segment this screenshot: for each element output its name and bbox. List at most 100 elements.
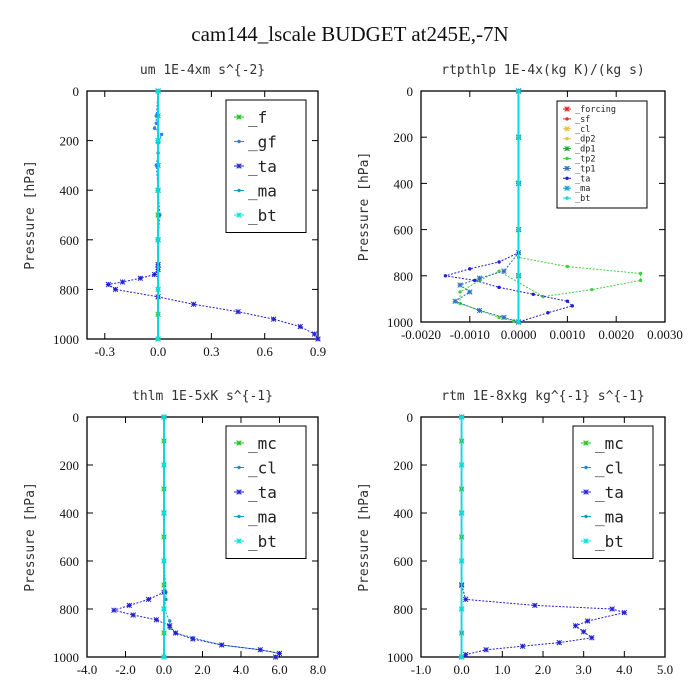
legend-marker xyxy=(236,163,242,169)
y-tick-label: 200 xyxy=(60,458,80,473)
y-tick-label: 400 xyxy=(394,176,414,191)
data-point xyxy=(570,304,574,308)
data-point xyxy=(257,647,264,653)
y-axis-label: Pressure [hPa] xyxy=(357,152,372,262)
data-point xyxy=(155,237,161,243)
y-tick-label: 1000 xyxy=(387,315,413,330)
legend-label: _ta xyxy=(248,157,277,176)
x-tick-label: 0.0 xyxy=(150,344,166,359)
x-tick-label: 2.0 xyxy=(194,662,210,677)
legend: _forcing_sf_cl_dp2_dp1_tp2_tp1_ta_ma_bt xyxy=(556,100,648,209)
data-point xyxy=(556,639,563,646)
x-tick-label: 0.0010 xyxy=(550,327,586,342)
data-point xyxy=(458,462,465,468)
series-bt xyxy=(161,414,167,660)
legend-marker xyxy=(237,188,241,193)
plot-frame xyxy=(420,90,666,323)
data-point xyxy=(190,636,196,642)
data-point xyxy=(126,602,133,609)
data-point xyxy=(572,623,579,629)
legend-marker xyxy=(236,114,242,120)
y-tick-label: 1000 xyxy=(53,332,79,347)
data-point xyxy=(458,290,462,294)
data-point xyxy=(532,602,538,609)
series-bt xyxy=(155,88,161,342)
x-tick-label: -2.0 xyxy=(115,662,136,677)
data-point xyxy=(190,301,197,308)
data-point xyxy=(584,618,591,624)
legend-marker xyxy=(583,489,589,495)
data-point xyxy=(105,281,112,288)
x-tick-label: 0.0 xyxy=(156,662,172,677)
x-tick-label: -4.0 xyxy=(77,662,98,677)
legend-label: _ma xyxy=(248,182,277,201)
y-tick-label: 400 xyxy=(60,506,80,521)
x-tick-label: -0.0010 xyxy=(450,327,490,342)
data-point xyxy=(276,650,283,657)
data-point xyxy=(218,642,225,648)
legend-label: _mc xyxy=(595,434,624,453)
legend: _mc _cl _ta _ma _bt xyxy=(225,425,307,559)
data-point xyxy=(565,264,570,269)
legend-label: _dp2 xyxy=(575,135,595,145)
plot-frame xyxy=(86,90,319,340)
legend-marker xyxy=(237,514,241,519)
legend-marker xyxy=(564,145,570,152)
legend-label: _tp1 xyxy=(575,164,595,174)
data-point xyxy=(155,187,161,193)
data-point xyxy=(546,311,550,315)
y-tick-label: 800 xyxy=(60,282,80,297)
panel-title: um 1E-4xm s^{-2} xyxy=(140,63,265,78)
data-point xyxy=(152,126,157,130)
x-tick-label: 0.0 xyxy=(454,662,470,677)
x-tick-label: 0.6 xyxy=(257,344,274,359)
data-point xyxy=(609,606,615,612)
panel-um: um 1E-4xm s^{-2} Pressure [hPa] 0 200 400 600… xyxy=(23,63,326,359)
legend-label: _mc xyxy=(248,434,277,453)
x-tick-label: -1.0 xyxy=(411,662,432,677)
data-point xyxy=(145,596,152,603)
data-point xyxy=(516,89,521,93)
data-point xyxy=(161,654,167,660)
data-point xyxy=(580,629,587,635)
data-point xyxy=(158,213,162,217)
legend-label: _bt xyxy=(575,194,590,204)
y-tick-label: 200 xyxy=(394,458,414,473)
data-point xyxy=(154,114,158,118)
series-line xyxy=(454,91,520,323)
legend-label: _f xyxy=(248,108,267,127)
panel-rtpthlp: rtpthlp 1E-4x(kg K)/(kg s) Pressure [hPa]… xyxy=(357,63,683,342)
legend-label: _tp2 xyxy=(575,155,595,165)
data-point xyxy=(483,647,489,653)
y-tick-label: 200 xyxy=(60,134,80,149)
data-point xyxy=(137,275,144,281)
data-point xyxy=(516,181,521,186)
data-point xyxy=(164,597,168,602)
legend-label: _ma xyxy=(248,508,277,527)
data-point xyxy=(130,612,136,618)
legend-marker xyxy=(564,126,570,132)
data-point xyxy=(167,623,173,629)
legend-label: _ta xyxy=(575,174,590,184)
data-point xyxy=(472,278,477,283)
data-point xyxy=(297,323,303,330)
data-point xyxy=(458,414,465,420)
data-point xyxy=(155,336,161,342)
legend-marker xyxy=(236,489,242,495)
series-tp1 xyxy=(452,88,522,325)
data-point xyxy=(497,285,501,290)
series-line xyxy=(461,417,627,658)
legend-marker xyxy=(583,440,589,446)
data-point xyxy=(111,607,117,613)
y-tick-label: 1000 xyxy=(387,650,413,665)
x-tick-label: 4.0 xyxy=(233,662,249,677)
data-point xyxy=(119,279,126,285)
legend-marker xyxy=(564,106,570,112)
legend: _mc _cl _ta _ma _bt xyxy=(572,425,654,559)
y-axis-label: Pressure [hPa] xyxy=(357,482,372,592)
x-tick-label: -0.3 xyxy=(94,344,115,359)
y-tick-label: 800 xyxy=(394,602,414,617)
legend-label: _cl xyxy=(248,459,277,478)
legend-marker xyxy=(565,117,569,121)
